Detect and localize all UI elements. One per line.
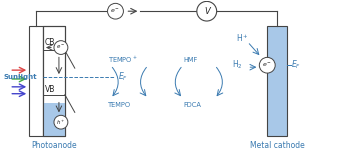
- Text: CB: CB: [45, 38, 55, 47]
- Text: HMF: HMF: [183, 57, 197, 63]
- Text: $E_F$: $E_F$: [291, 59, 301, 71]
- Text: FDCA: FDCA: [183, 102, 201, 108]
- Bar: [43, 103, 65, 136]
- Circle shape: [54, 41, 68, 54]
- Text: $e^-$: $e^-$: [56, 44, 65, 51]
- Circle shape: [259, 57, 275, 73]
- Text: Sunlight: Sunlight: [4, 74, 37, 80]
- Text: $e^-$: $e^-$: [262, 61, 272, 69]
- Bar: [43, 26, 65, 136]
- Text: $E_F$: $E_F$: [118, 71, 128, 83]
- Text: TEMPO: TEMPO: [107, 102, 131, 108]
- Text: $e^-$: $e^-$: [110, 7, 120, 15]
- Text: H$^+$: H$^+$: [236, 32, 249, 44]
- Text: V: V: [204, 7, 210, 16]
- Bar: [267, 26, 287, 136]
- Text: $h^+$: $h^+$: [56, 118, 66, 127]
- Text: TEMPO$^+$: TEMPO$^+$: [107, 55, 137, 65]
- Circle shape: [107, 3, 124, 19]
- Text: Metal cathode: Metal cathode: [250, 141, 304, 150]
- Bar: [43, 26, 65, 136]
- Text: Photoanode: Photoanode: [31, 141, 77, 150]
- Circle shape: [54, 115, 68, 129]
- Bar: [29, 26, 43, 136]
- Text: VB: VB: [45, 85, 55, 94]
- Circle shape: [197, 1, 217, 21]
- Text: H$_2$: H$_2$: [232, 59, 243, 71]
